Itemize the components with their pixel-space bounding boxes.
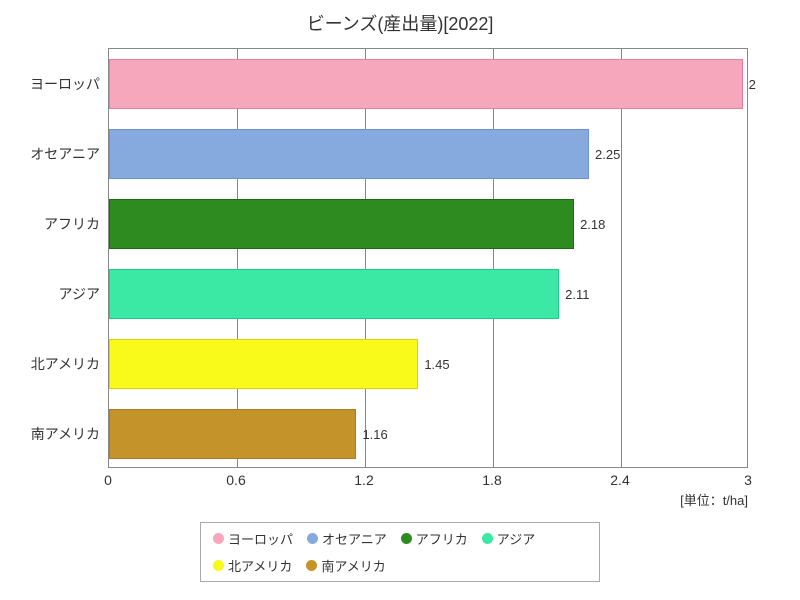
x-axis-unit-label: [単位：t/ha] (680, 490, 748, 509)
y-category-label: 南アメリカ (8, 424, 100, 444)
gridline (621, 49, 622, 467)
bar (109, 129, 589, 179)
y-category-label: アフリカ (8, 214, 100, 234)
plot-area: 22.252.182.111.451.16 (108, 48, 748, 468)
bar (109, 269, 559, 319)
x-tick-label: 0 (104, 472, 112, 488)
gridline (365, 49, 366, 467)
bar-row: 2.11 (109, 269, 589, 319)
bar (109, 409, 356, 459)
bar-row: 1.16 (109, 409, 388, 459)
chart-title: ビーンズ(産出量)[2022] (0, 0, 800, 44)
legend-marker-icon (306, 560, 317, 571)
legend-item: 南アメリカ (306, 556, 385, 575)
legend-marker-icon (482, 533, 493, 544)
chart-container: ビーンズ(産出量)[2022] 2 2.25 2.18 2.11 1.45 1.16 [単… (0, 0, 800, 600)
legend-item: アフリカ (401, 529, 468, 548)
legend-label: アジア (497, 529, 535, 548)
x-tick-label: 0.6 (226, 472, 245, 488)
legend: ヨーロッパ オセアニア アフリカ アジア北アメリカ 南アメリカ (200, 522, 600, 582)
y-category-label: アジア (8, 284, 100, 304)
gridline (237, 49, 238, 467)
bar-value-label: 1.45 (424, 357, 449, 372)
legend-label: オセアニア (322, 529, 387, 548)
legend-item: 北アメリカ (213, 556, 292, 575)
legend-item: アジア (482, 529, 535, 548)
x-tick-label: 1.8 (482, 472, 501, 488)
gridline (493, 49, 494, 467)
legend-item: オセアニア (307, 529, 387, 548)
legend-label: 北アメリカ (228, 556, 292, 575)
legend-marker-icon (213, 533, 224, 544)
bar-value-label: 2.25 (595, 147, 620, 162)
legend-label: アフリカ (416, 529, 468, 548)
y-category-label: ヨーロッパ (8, 74, 100, 94)
bar-row: 2.25 (109, 129, 620, 179)
legend-marker-icon (213, 560, 224, 571)
legend-marker-icon (401, 533, 412, 544)
bar-value-label: 2 (749, 77, 756, 92)
bar-value-label: 1.16 (362, 427, 387, 442)
legend-label: 南アメリカ (321, 556, 385, 575)
bar-row: 1.45 (109, 339, 450, 389)
bar (109, 339, 418, 389)
x-tick-label: 3 (744, 472, 752, 488)
y-category-label: オセアニア (8, 144, 100, 164)
legend-item: ヨーロッパ (213, 529, 293, 548)
legend-label: ヨーロッパ (228, 529, 293, 548)
bar-row: 2 (109, 59, 756, 109)
bar-value-label: 2.11 (565, 287, 589, 302)
bar-value-label: 2.18 (580, 217, 605, 232)
x-tick-label: 2.4 (610, 472, 629, 488)
bar (109, 59, 743, 109)
x-tick-label: 1.2 (354, 472, 373, 488)
y-category-label: 北アメリカ (8, 354, 100, 374)
legend-marker-icon (307, 533, 318, 544)
bar-row: 2.18 (109, 199, 605, 249)
bar (109, 199, 574, 249)
